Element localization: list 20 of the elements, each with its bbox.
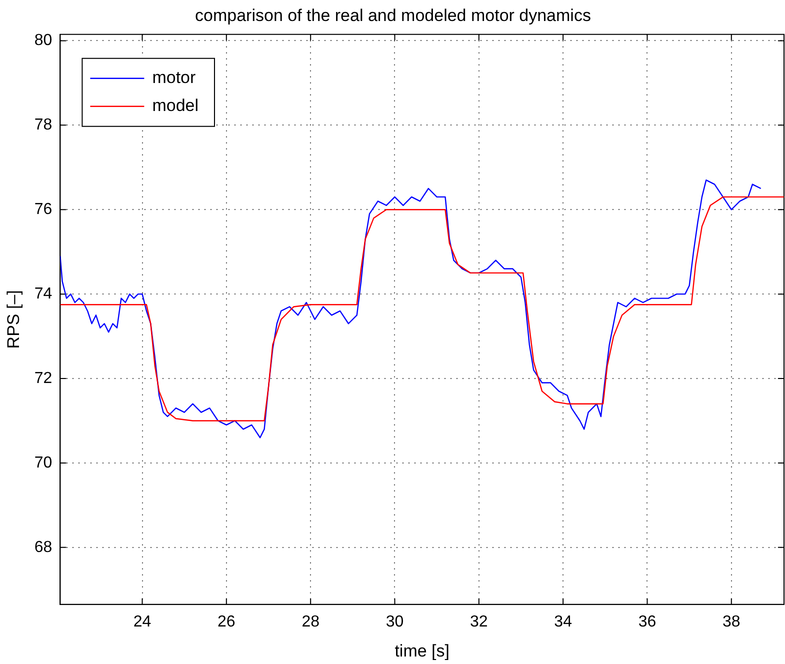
x-tick-label: 30 [386,613,404,630]
y-tick-label: 80 [34,32,52,50]
y-tick-label: 68 [34,538,52,556]
chart-title: comparison of the real and modeled motor dynamics [195,6,591,25]
x-tick-label: 24 [133,613,152,630]
x-tick-label: 38 [722,613,740,630]
x-tick-label: 34 [554,613,572,630]
y-tick-label: 72 [34,370,52,387]
x-tick-label: 26 [218,613,236,630]
x-tick-label: 28 [302,613,320,630]
y-tick-label: 70 [34,454,52,472]
legend-label: model [152,96,199,116]
y-tick-label: 76 [34,201,52,218]
y-tick-label: 74 [34,285,52,302]
x-axis-title: time [s] [394,641,450,660]
y-axis-title: RPS [–] [4,290,23,349]
x-tick-label: 32 [470,613,488,630]
legend-label: motor [152,68,196,88]
x-tick-label: 36 [638,613,656,630]
y-tick-label: 78 [34,116,52,134]
